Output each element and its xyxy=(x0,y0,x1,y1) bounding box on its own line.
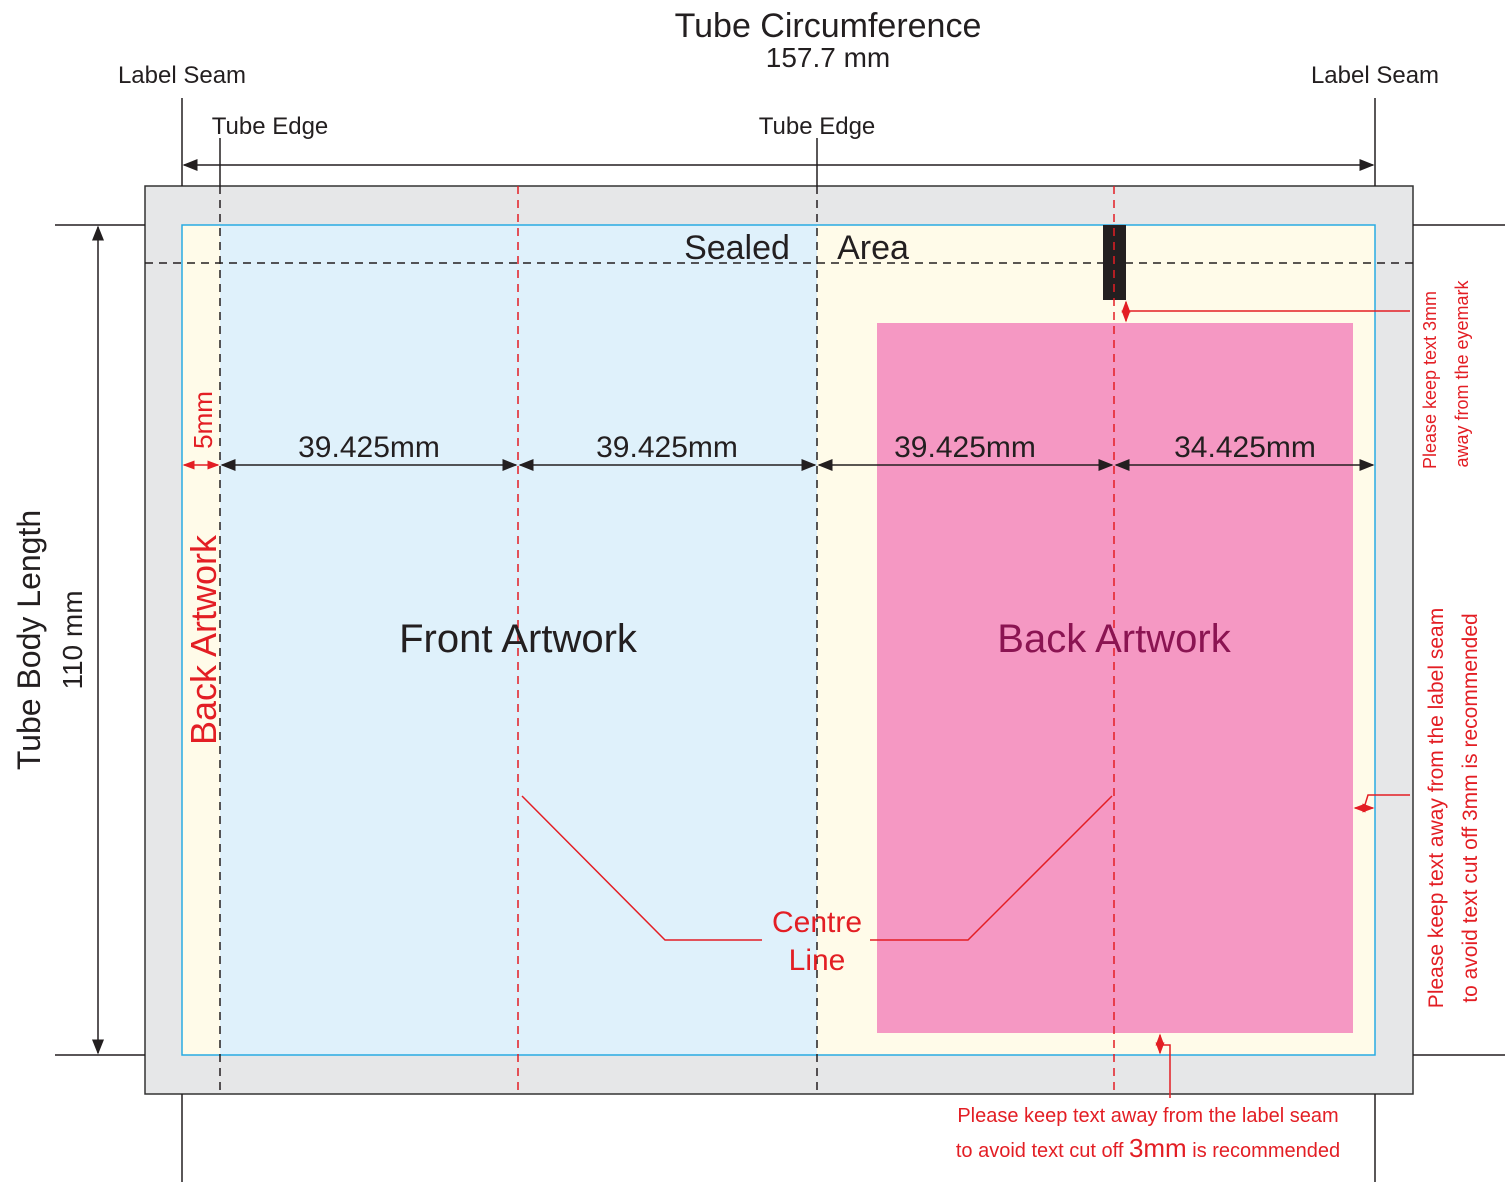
dimension: 39.425mm xyxy=(596,431,738,464)
dimension: 34.425mm xyxy=(1174,431,1316,464)
label-seam: Label Seam xyxy=(118,62,246,89)
note-part: is recommended xyxy=(1187,1140,1340,1162)
note: to avoid text cut off 3mm is recommended xyxy=(956,1133,1340,1163)
dimension: 5mm xyxy=(188,391,218,449)
centre-line: Centre xyxy=(772,906,862,939)
guides xyxy=(55,98,1505,1182)
back-area xyxy=(877,323,1353,1033)
note: to avoid text cut off 3mm is recommended xyxy=(1459,613,1482,1002)
dimension: 39.425mm xyxy=(894,431,1036,464)
red-guides xyxy=(182,186,1410,1098)
length-value: 110 mm xyxy=(57,590,88,689)
sealed: Area xyxy=(837,229,909,267)
note-part: 3mm xyxy=(1129,1133,1187,1163)
note: Please keep text 3mm xyxy=(1420,291,1440,469)
sealed: Sealed xyxy=(684,229,790,267)
artwork-label: Back Artwork xyxy=(183,534,224,745)
note: Please keep text away from the label sea… xyxy=(1425,608,1448,1008)
length-label: Tube Body Length xyxy=(11,510,47,770)
title: Tube Circumference xyxy=(675,7,982,45)
artwork-label: Back Artwork xyxy=(997,617,1231,661)
artwork-label: Front Artwork xyxy=(399,617,638,661)
circumference: 157.7 mm xyxy=(766,42,891,73)
note: away from the eyemark xyxy=(1452,279,1472,467)
dimension: 39.425mm xyxy=(298,431,440,464)
note-part: to avoid text cut off xyxy=(956,1140,1129,1162)
note: Please keep text away from the label sea… xyxy=(957,1105,1338,1127)
centre-line: Line xyxy=(789,944,846,977)
label-seam: Label Seam xyxy=(1311,62,1439,89)
label-border xyxy=(181,224,1376,1056)
tube-edge: Tube Edge xyxy=(212,113,329,140)
tube-edge: Tube Edge xyxy=(759,113,876,140)
